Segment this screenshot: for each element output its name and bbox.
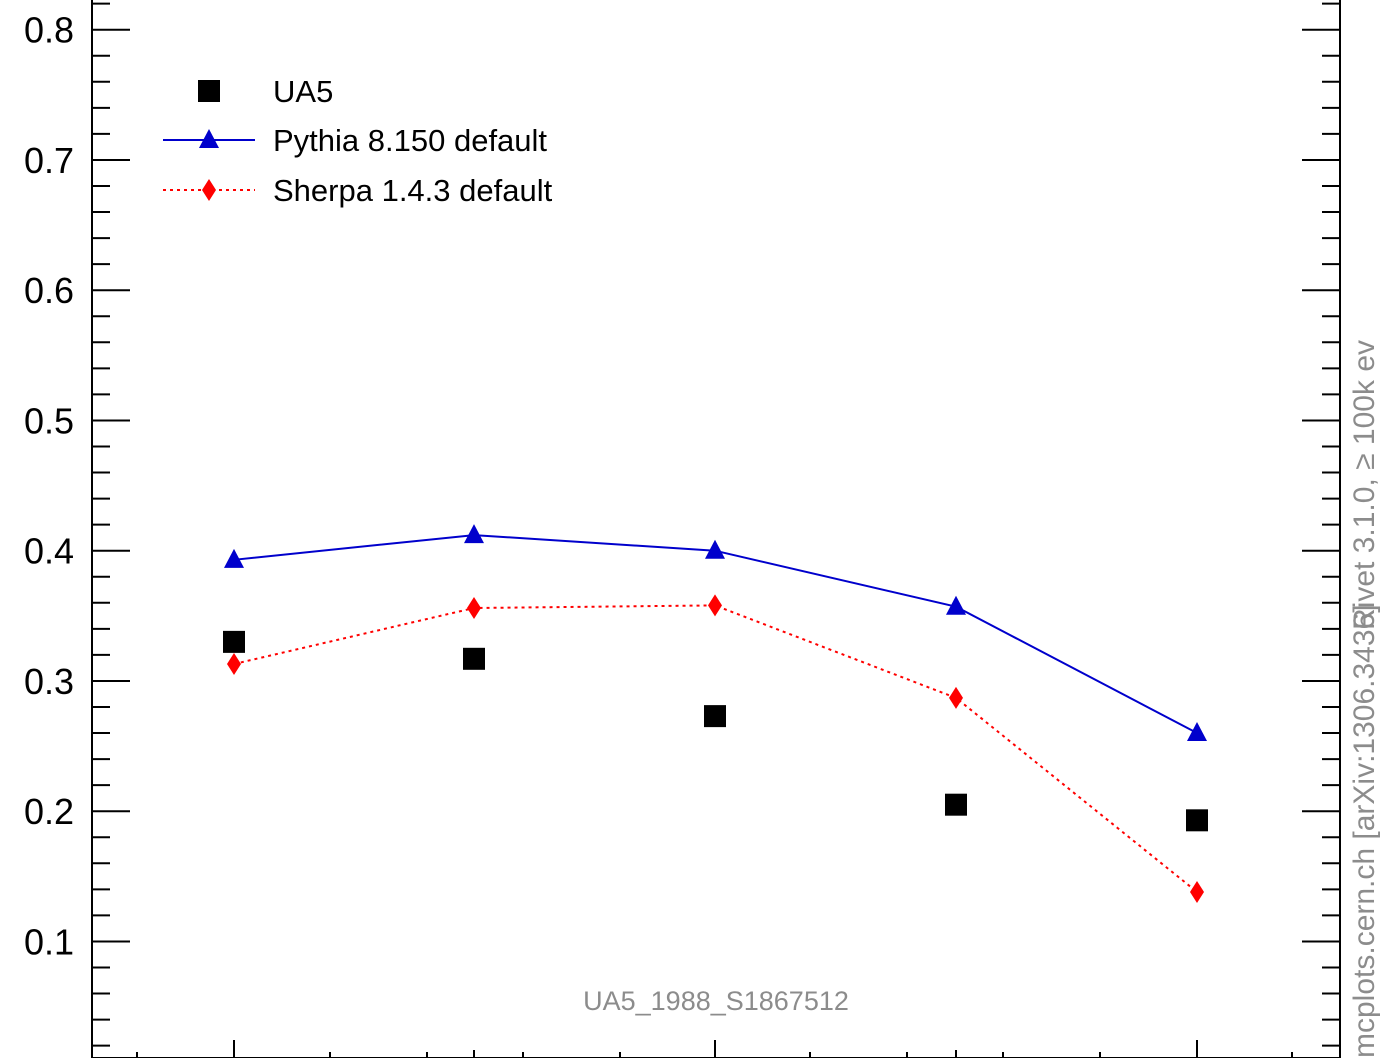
y-tick-label: 0.3 <box>24 661 74 702</box>
series-pythia-8-150-default <box>224 524 1207 742</box>
series-line-pythia-8-150-default <box>233 534 1198 734</box>
rivet-version-label: Rivet 3.1.0, ≥ 100k ev <box>1348 340 1381 630</box>
y-tick-label: 0.8 <box>24 10 74 51</box>
data-point-pythia-8-150-default <box>1187 722 1207 742</box>
plot-border <box>91 0 1341 1058</box>
data-point-sherpa-1-4-3-default <box>949 686 963 709</box>
data-point-pythia-8-150-default <box>224 548 244 568</box>
data-point-pythia-8-150-default <box>946 595 966 615</box>
y-tick-label: 0.2 <box>24 791 74 832</box>
legend-marker-sherpa-1-4-3-default <box>202 179 216 201</box>
legend: UA5 Pythia 8.150 default Sherpa 1.4.3 defa… <box>163 74 553 208</box>
y-tick-label: 0.6 <box>24 270 74 311</box>
series-line-sherpa-1-4-3-default <box>233 604 1198 893</box>
legend-label-pythia-8-150-default: Pythia 8.150 default <box>273 123 547 158</box>
data-point-ua5 <box>1186 809 1208 832</box>
data-point-ua5 <box>223 630 245 653</box>
data-point-pythia-8-150-default <box>464 524 484 544</box>
series-sherpa-1-4-3-default <box>227 594 1204 903</box>
data-point-ua5 <box>463 647 485 670</box>
plot-frame <box>91 0 1341 1058</box>
mcplots-reference-label: mcplots.cern.ch [arXiv:1306.3436] <box>1348 604 1381 1058</box>
data-point-sherpa-1-4-3-default <box>467 597 481 620</box>
series-layer <box>223 524 1208 903</box>
y-tick-label: 0.1 <box>24 921 74 962</box>
x-axis-ticks <box>136 1040 1293 1058</box>
legend-marker-pythia-8-150-default <box>199 129 219 148</box>
y-axis-ticks: 0.1 0.2 0.3 0.4 0.5 0.6 0.7 0.8 <box>24 2 1340 1047</box>
legend-label-sherpa-1-4-3-default: Sherpa 1.4.3 default <box>273 173 553 208</box>
y-tick-label: 0.7 <box>24 140 74 181</box>
legend-label-ua5: UA5 <box>273 74 333 109</box>
y-tick-label: 0.4 <box>24 531 74 572</box>
data-point-pythia-8-150-default <box>705 539 725 559</box>
analysis-watermark: UA5_1988_S1867512 <box>583 986 849 1016</box>
data-point-sherpa-1-4-3-default <box>227 653 241 676</box>
data-point-sherpa-1-4-3-default <box>1190 880 1204 903</box>
data-point-sherpa-1-4-3-default <box>708 594 722 617</box>
series-ua5 <box>223 630 1208 832</box>
data-point-ua5 <box>704 705 726 728</box>
legend-marker-ua5 <box>198 80 220 102</box>
data-point-ua5 <box>945 793 967 816</box>
y-tick-label: 0.5 <box>24 400 74 441</box>
